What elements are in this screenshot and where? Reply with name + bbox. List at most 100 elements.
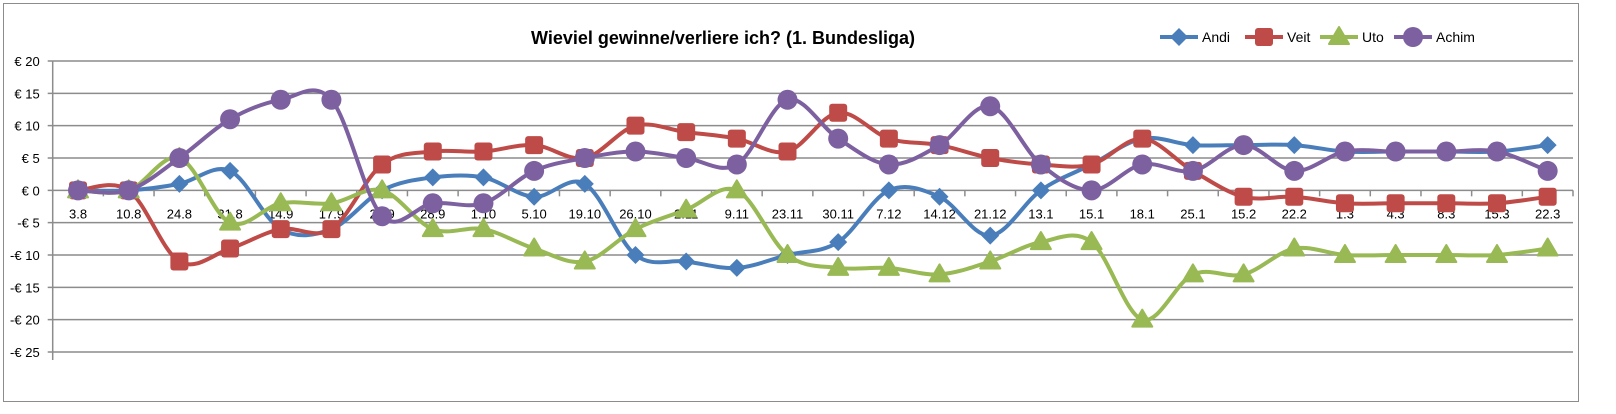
triangle-marker <box>675 198 698 218</box>
y-tick-label: € 15 <box>14 86 39 101</box>
square-marker <box>1437 194 1456 213</box>
x-tick-label: 30.11 <box>822 206 854 221</box>
diamond-marker <box>981 226 1000 245</box>
x-tick-label: 26.10 <box>619 206 652 221</box>
diamond-marker <box>1170 28 1188 46</box>
x-tick-label: 5.10 <box>521 206 546 221</box>
circle-marker <box>1537 160 1558 181</box>
square-marker <box>829 103 848 122</box>
circle-marker <box>1233 135 1254 156</box>
x-tick-label: 24.8 <box>167 206 192 221</box>
circle-marker <box>321 89 342 110</box>
circle-marker <box>1182 160 1203 181</box>
y-tick-label: -€ 15 <box>10 280 40 295</box>
circle-marker <box>625 141 646 162</box>
chart-title: Wieviel gewinne/verliere ich? (1. Bundes… <box>531 28 915 48</box>
circle-marker <box>169 148 190 168</box>
x-tick-label: 14.12 <box>923 206 956 221</box>
diamond-marker <box>1285 136 1304 155</box>
triangle-marker <box>269 192 292 212</box>
circle-marker <box>422 193 443 214</box>
triangle-marker <box>624 218 647 238</box>
triangle-marker <box>1328 26 1350 45</box>
y-tick-label: -€ 25 <box>10 345 40 360</box>
diamond-marker <box>1538 136 1557 155</box>
x-tick-label: 21.12 <box>974 206 1007 221</box>
y-tick-label: € 0 <box>22 183 40 198</box>
x-tick-label: 19.10 <box>569 206 602 221</box>
circle-marker <box>777 89 798 110</box>
diamond-marker <box>677 252 696 271</box>
triangle-marker <box>573 250 596 270</box>
triangle-marker <box>979 250 1002 270</box>
triangle-marker <box>928 263 951 283</box>
triangle-marker <box>320 192 343 212</box>
legend-item-andi: Andi <box>1160 28 1230 46</box>
diamond-marker <box>525 187 544 206</box>
triangle-marker <box>827 256 850 276</box>
legend-item-uto: Uto <box>1320 26 1384 45</box>
triangle-marker <box>1080 231 1103 251</box>
circle-marker <box>1030 154 1051 175</box>
square-marker <box>1255 28 1273 46</box>
x-tick-label: 22.3 <box>1535 206 1560 221</box>
circle-marker <box>1284 160 1305 181</box>
triangle-marker <box>421 218 444 238</box>
circle-marker <box>68 180 89 201</box>
x-tick-label: 15.2 <box>1231 206 1256 221</box>
x-tick-label: 23.11 <box>772 206 804 221</box>
chart-frame <box>3 3 1579 402</box>
y-tick-label: -€ 10 <box>10 248 40 263</box>
series-veit <box>69 103 1557 271</box>
y-tick-label: -€ 20 <box>10 313 40 328</box>
y-tick-label: -€ 5 <box>17 216 39 231</box>
legend-label: Uto <box>1362 29 1384 45</box>
x-tick-label: 3.8 <box>69 206 87 221</box>
diamond-marker <box>474 168 493 187</box>
circle-marker <box>574 148 595 168</box>
triangle-marker <box>1232 263 1255 283</box>
diamond-marker <box>727 258 746 277</box>
square-marker <box>373 155 392 174</box>
square-marker <box>1335 194 1354 213</box>
square-marker <box>1234 187 1253 206</box>
square-marker <box>626 116 645 135</box>
circle-marker <box>524 160 545 181</box>
square-marker <box>981 149 1000 167</box>
circle-marker <box>726 154 747 175</box>
circle-marker <box>270 89 291 110</box>
circle-marker <box>676 148 697 168</box>
square-marker <box>1082 155 1101 174</box>
triangle-marker <box>725 179 748 199</box>
circle-marker <box>828 128 849 149</box>
triangle-marker <box>219 211 242 231</box>
circle-marker <box>1334 141 1355 162</box>
diamond-marker <box>879 181 898 200</box>
x-tick-label: 15.1 <box>1079 206 1104 221</box>
diamond-marker <box>221 161 240 180</box>
circle-marker <box>1436 141 1457 162</box>
diamond-marker <box>423 168 442 187</box>
circle-marker <box>1486 141 1507 162</box>
y-tick-label: € 5 <box>22 151 40 166</box>
diamond-marker <box>930 187 949 206</box>
legend-label: Achim <box>1436 29 1475 45</box>
triangle-marker <box>1181 263 1204 283</box>
square-marker <box>1133 129 1152 148</box>
circle-marker <box>473 193 494 214</box>
triangle-marker <box>1485 244 1508 263</box>
legend-item-veit: Veit <box>1245 28 1310 46</box>
diamond-marker <box>1031 181 1050 200</box>
square-marker <box>271 220 290 239</box>
x-tick-label: 18.1 <box>1130 206 1155 221</box>
diamond-marker <box>626 246 645 264</box>
square-marker <box>1538 187 1557 206</box>
series-achim <box>68 88 1558 227</box>
triangle-marker <box>1131 308 1154 328</box>
square-marker <box>677 123 696 142</box>
y-tick-label: € 10 <box>14 119 39 134</box>
x-tick-label: 10.8 <box>116 206 141 221</box>
triangle-marker <box>1435 244 1458 263</box>
legend-label: Veit <box>1287 29 1310 45</box>
